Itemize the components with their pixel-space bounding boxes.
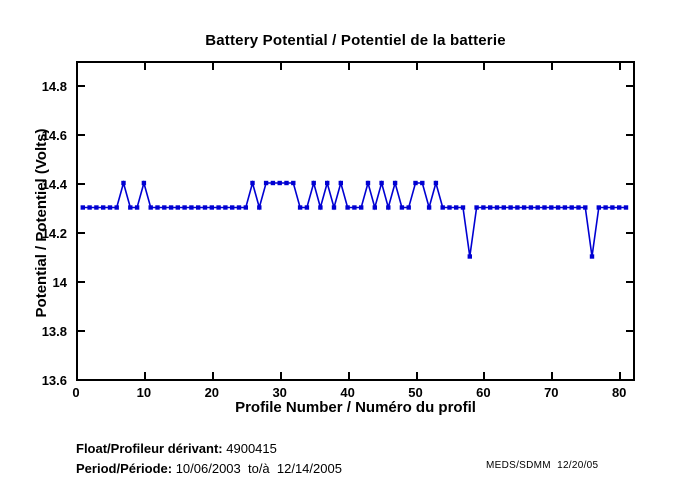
- x-axis-top-tick-20: [211, 63, 214, 70]
- x-axis-top-tick-10: [143, 63, 146, 70]
- data-series-battery-potential: [80, 179, 629, 259]
- y-tick-label-14.8: 14.8: [41, 79, 67, 94]
- y-tick-label-14: 14: [52, 275, 67, 290]
- x-axis-tick-60: [483, 372, 486, 379]
- x-tick-label-0: 0: [72, 385, 80, 400]
- x-axis-top-tick-60: [483, 63, 486, 70]
- x-axis-label: Profile Number / Numéro du profil: [235, 399, 476, 416]
- y-tick-label-14.6: 14.6: [41, 128, 67, 143]
- x-tick-label-40: 40: [340, 385, 355, 400]
- plot-area: [76, 61, 635, 381]
- x-axis-top-tick-80: [619, 63, 622, 70]
- x-tick-label-50: 50: [408, 385, 423, 400]
- y-axis-right-tick-14: [626, 281, 633, 283]
- y-axis-tick-14.4: [78, 183, 85, 185]
- period-value: 10/06/2003 to/à 12/14/2005: [172, 461, 342, 476]
- period-label: Period/Période:: [76, 461, 173, 476]
- x-axis-tick-0: [76, 372, 78, 379]
- y-axis-tick-14: [78, 281, 85, 283]
- x-tick-label-80: 80: [611, 385, 627, 400]
- x-tick-label-20: 20: [204, 385, 220, 400]
- float-id-label: Float/Profileur dérivant:: [76, 441, 223, 456]
- y-axis-tick-14.2: [78, 232, 85, 234]
- x-axis-tick-70: [551, 372, 554, 379]
- x-axis-top-tick-70: [551, 63, 554, 70]
- y-axis-tick-13.8: [78, 330, 85, 332]
- y-axis-right-tick-13.6: [626, 379, 633, 381]
- credit-text: MEDS/SDMM 12/20/05: [486, 460, 599, 471]
- x-axis-tick-50: [415, 372, 418, 379]
- y-axis-right-tick-14.2: [626, 232, 633, 234]
- y-axis-tick-13.6: [78, 379, 85, 381]
- x-axis-tick-30: [279, 372, 282, 379]
- y-axis-right-tick-14.6: [626, 134, 633, 136]
- x-tick-label-30: 30: [272, 385, 287, 400]
- y-axis-right-tick-14.4: [626, 183, 633, 185]
- x-axis-top-tick-0: [76, 63, 78, 70]
- x-axis-tick-10: [143, 372, 146, 379]
- float-id-annotation: Float/Profileur dérivant: 4900415: [76, 441, 277, 456]
- y-axis-tick-14.8: [78, 85, 85, 87]
- x-axis-top-tick-40: [347, 63, 350, 70]
- x-axis-top-tick-50: [415, 63, 418, 70]
- x-tick-label-60: 60: [476, 385, 491, 400]
- y-tick-label-13.6: 13.6: [41, 373, 67, 388]
- x-axis-tick-80: [619, 372, 622, 379]
- x-axis-tick-40: [347, 372, 350, 379]
- x-axis-tick-20: [211, 372, 214, 379]
- y-axis-right-tick-13.8: [626, 330, 633, 332]
- float-id-value: 4900415: [222, 441, 277, 456]
- y-tick-label-13.8: 13.8: [41, 324, 67, 339]
- x-tick-label-10: 10: [136, 385, 152, 400]
- y-tick-label-14.4: 14.4: [41, 177, 67, 192]
- y-axis-right-tick-14.8: [626, 85, 633, 87]
- y-tick-label-14.2: 14.2: [41, 226, 67, 241]
- period-annotation: Period/Période: 10/06/2003 to/à 12/14/20…: [76, 461, 342, 476]
- x-axis-top-tick-30: [279, 63, 282, 70]
- y-axis-tick-14.6: [78, 134, 85, 136]
- chart-title: Battery Potential / Potentiel de la batt…: [205, 32, 506, 49]
- x-tick-label-70: 70: [544, 385, 559, 400]
